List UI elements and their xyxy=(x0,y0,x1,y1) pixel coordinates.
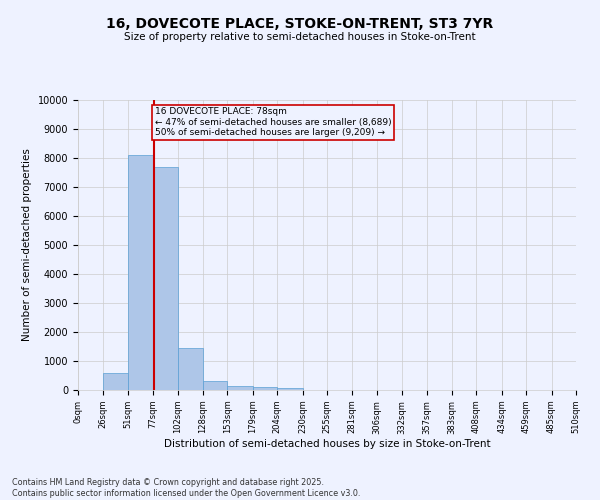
Bar xyxy=(128,155,153,390)
Text: Contains HM Land Registry data © Crown copyright and database right 2025.
Contai: Contains HM Land Registry data © Crown c… xyxy=(12,478,361,498)
X-axis label: Distribution of semi-detached houses by size in Stoke-on-Trent: Distribution of semi-detached houses by … xyxy=(164,440,490,450)
Bar xyxy=(203,382,227,390)
Bar xyxy=(227,386,253,390)
Bar xyxy=(277,388,302,390)
Bar xyxy=(253,387,277,390)
Bar xyxy=(178,348,203,390)
Bar xyxy=(103,372,128,390)
Text: 16, DOVECOTE PLACE, STOKE-ON-TRENT, ST3 7YR: 16, DOVECOTE PLACE, STOKE-ON-TRENT, ST3 … xyxy=(106,18,494,32)
Bar xyxy=(153,166,178,390)
Y-axis label: Number of semi-detached properties: Number of semi-detached properties xyxy=(22,148,32,342)
Text: 16 DOVECOTE PLACE: 78sqm
← 47% of semi-detached houses are smaller (8,689)
50% o: 16 DOVECOTE PLACE: 78sqm ← 47% of semi-d… xyxy=(155,108,392,137)
Text: Size of property relative to semi-detached houses in Stoke-on-Trent: Size of property relative to semi-detach… xyxy=(124,32,476,42)
